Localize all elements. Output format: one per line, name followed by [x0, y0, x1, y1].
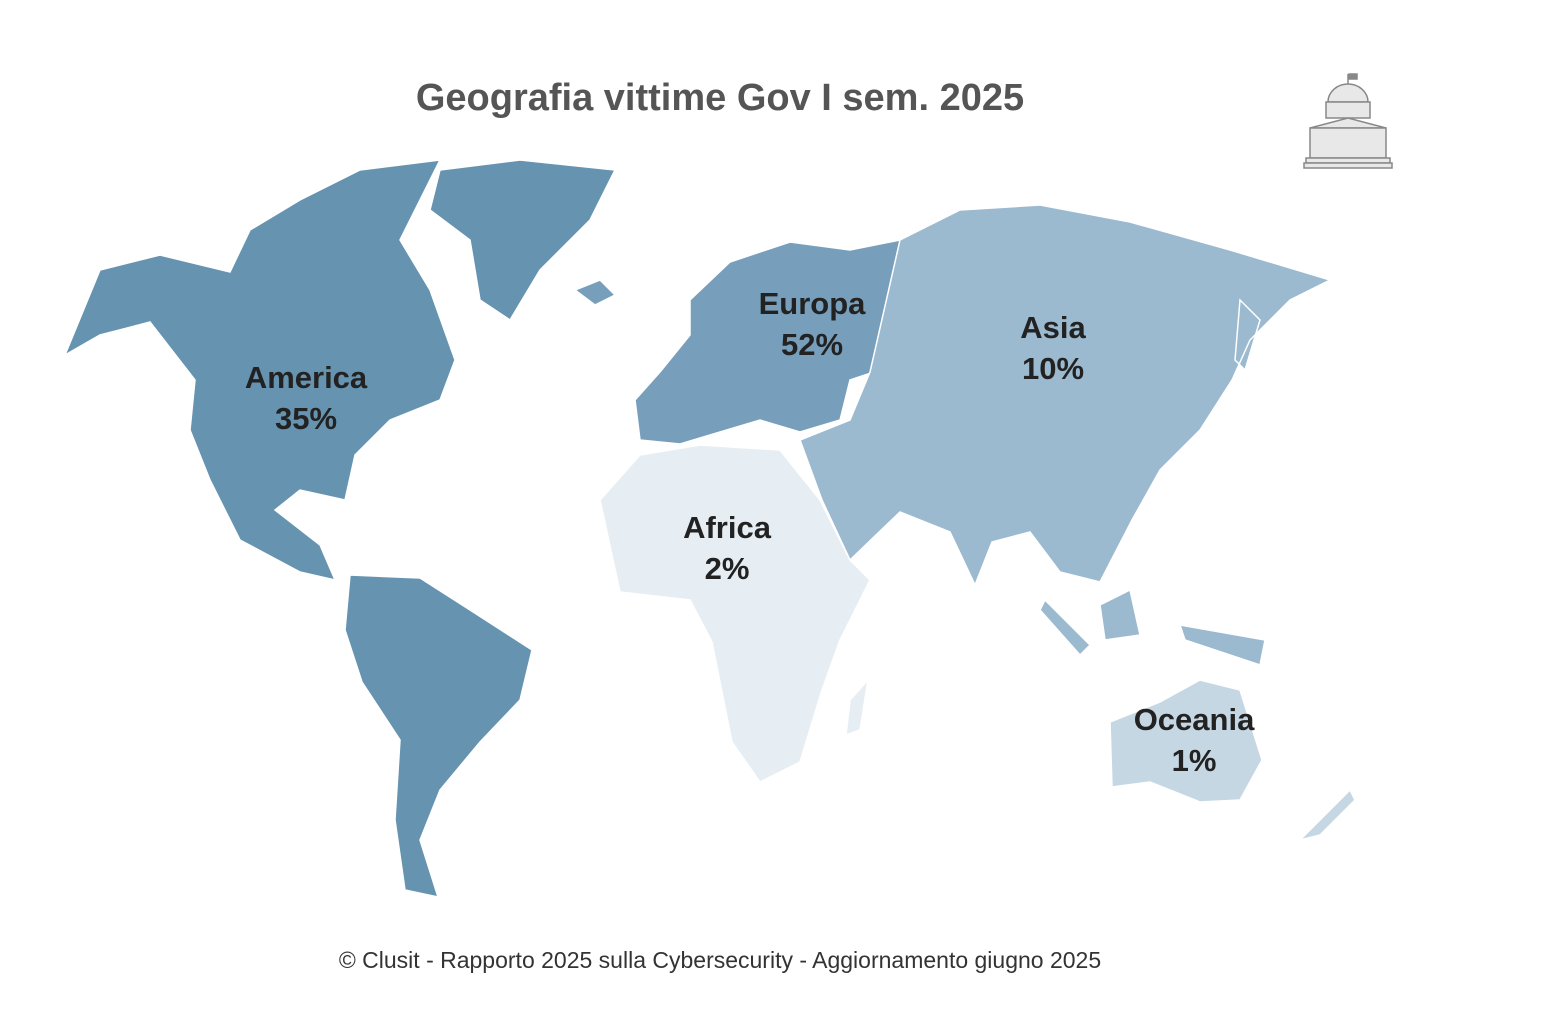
region-value: 52% [781, 327, 843, 362]
region [799, 204, 1333, 666]
chart-title: Geografia vittime Gov I sem. 2025 [416, 77, 1024, 119]
region [599, 444, 871, 783]
region [63, 159, 617, 899]
government-icon [1303, 73, 1393, 169]
region-value: 35% [275, 401, 337, 436]
source-note: © Clusit - Rapporto 2025 sulla Cybersecu… [339, 947, 1101, 973]
region-value: 10% [1022, 351, 1084, 386]
region-name: Europa [759, 286, 867, 321]
region-name: Asia [1020, 310, 1086, 345]
region-value: 1% [1172, 743, 1217, 778]
region-value: 2% [705, 551, 750, 586]
region-name: Africa [683, 510, 772, 545]
region-name: America [245, 360, 368, 395]
region [1109, 679, 1356, 842]
region-name: Oceania [1134, 702, 1255, 737]
